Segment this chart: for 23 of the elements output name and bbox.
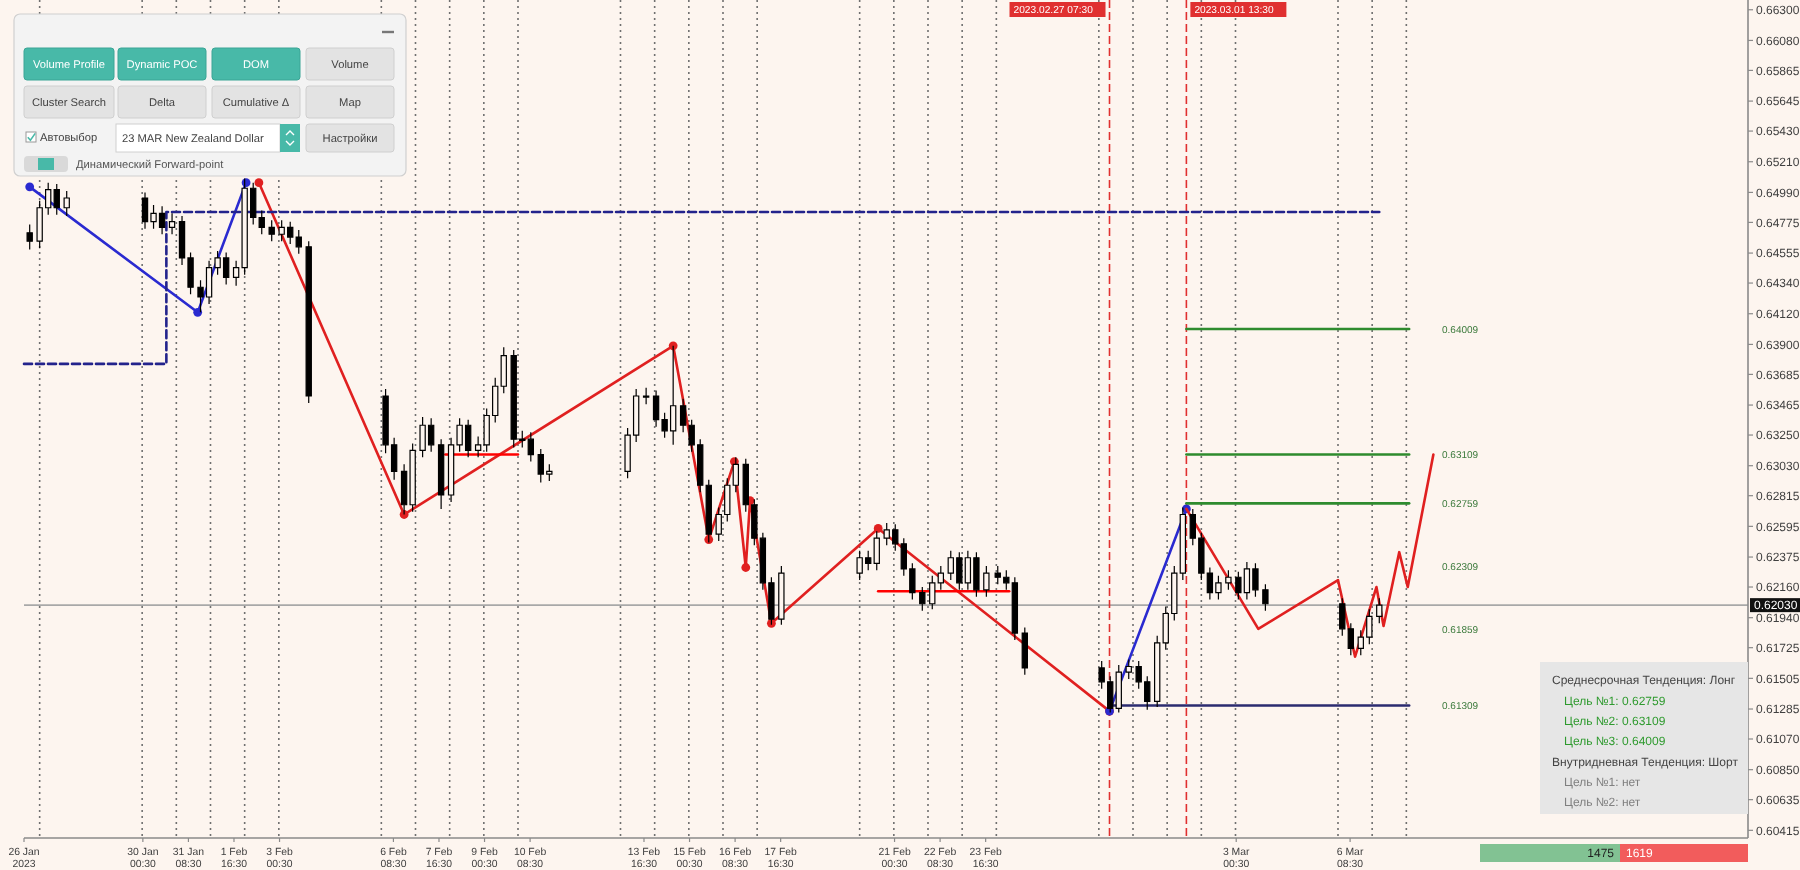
point — [668, 341, 678, 351]
point — [254, 178, 264, 188]
candlestick — [168, 212, 176, 235]
candlestick — [642, 387, 650, 405]
candlestick — [1011, 576, 1019, 641]
candlestick — [1243, 561, 1251, 601]
candlestick — [158, 205, 166, 235]
candlestick — [222, 251, 230, 286]
point — [873, 524, 883, 533]
candlestick — [964, 550, 972, 591]
candlestick — [956, 551, 963, 591]
point — [25, 182, 35, 192]
point — [193, 307, 203, 317]
candlestick — [527, 431, 535, 463]
candlestick — [464, 419, 472, 458]
candlestick — [427, 417, 435, 453]
line-series — [1185, 453, 1435, 659]
candlestick — [141, 191, 149, 230]
candlestick — [669, 345, 677, 446]
candlestick — [437, 438, 445, 510]
candlestick — [856, 550, 863, 581]
point — [741, 563, 751, 572]
candlestick — [1021, 626, 1028, 676]
